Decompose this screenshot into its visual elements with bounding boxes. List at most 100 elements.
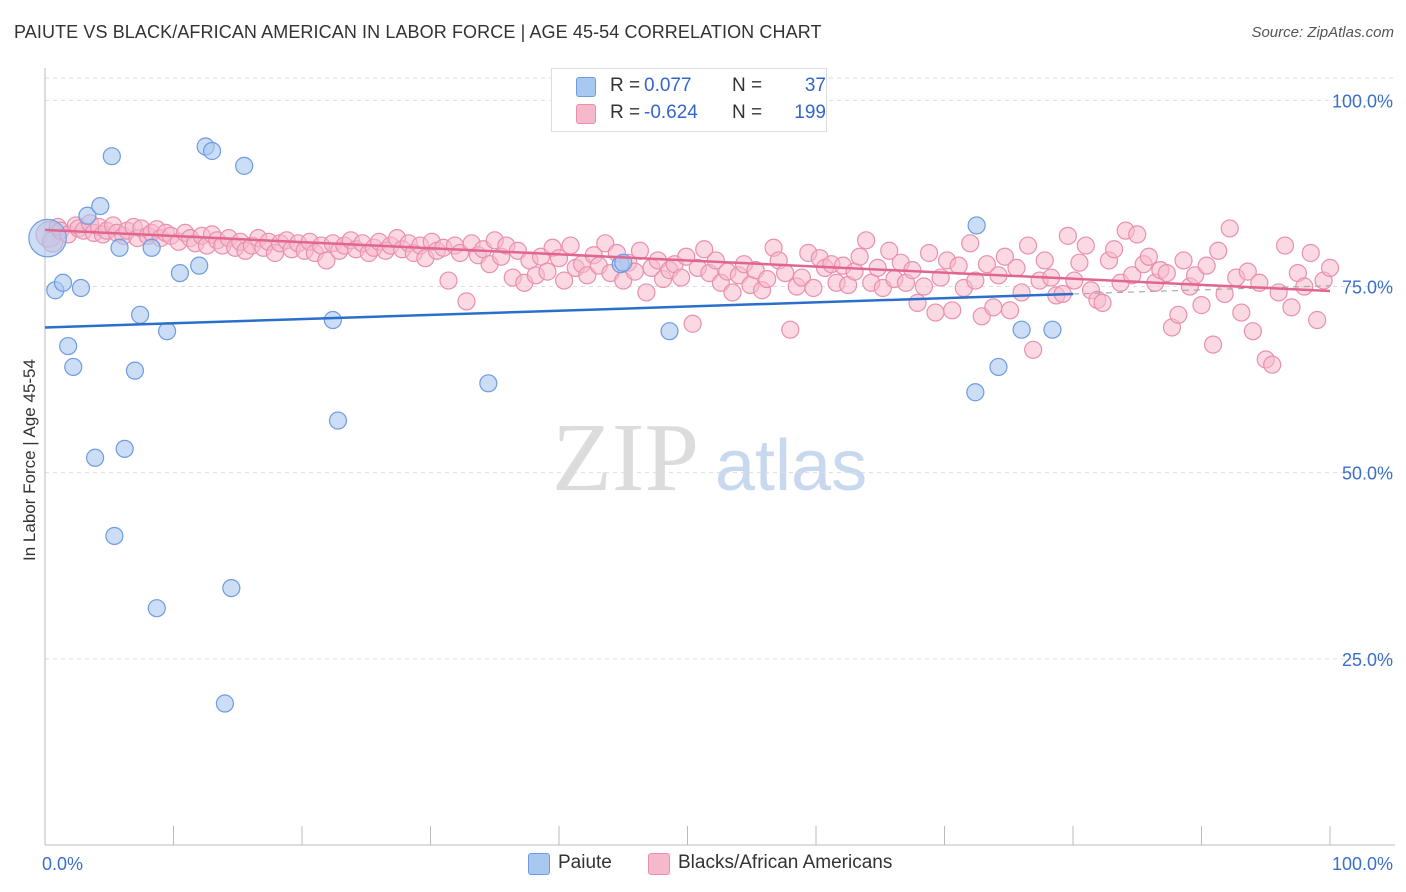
data-point: [439, 271, 458, 290]
data-point: [1220, 219, 1239, 238]
data-point: [792, 268, 811, 287]
data-point: [758, 269, 777, 289]
data-point: [995, 247, 1014, 266]
trend-line-paiute-extension: [1072, 285, 1331, 295]
data-point: [1301, 243, 1320, 263]
data-point: [949, 256, 968, 275]
data-point: [147, 599, 166, 618]
data-point: [115, 439, 134, 458]
bottom-swatch-paiute: [528, 853, 550, 875]
data-point: [926, 303, 945, 322]
trend-line-paiute: [44, 292, 1074, 329]
data-point: [190, 256, 209, 275]
data-point: [919, 243, 939, 263]
data-point: [1035, 251, 1054, 270]
data-point: [1070, 253, 1089, 272]
data-point: [880, 241, 899, 260]
data-point: [215, 694, 234, 713]
data-point: [578, 266, 597, 285]
data-point: [28, 218, 67, 258]
legend-r-value: -0.624: [644, 102, 698, 123]
chart-title: PAIUTE VS BLACK/AFRICAN AMERICAN IN LABO…: [14, 22, 822, 42]
data-point: [479, 374, 498, 393]
data-point: [723, 283, 742, 302]
series-paiute: [28, 91, 1062, 713]
data-point: [1197, 256, 1216, 275]
data-point: [86, 448, 105, 467]
legend-swatch-black: [576, 104, 596, 124]
data-point: [868, 258, 887, 277]
legend-swatch-paiute: [576, 77, 596, 97]
data-point: [1282, 298, 1301, 317]
bottom-legend-paiute-label: Paiute: [558, 852, 612, 873]
data-point: [1058, 226, 1077, 245]
data-point: [78, 206, 97, 225]
data-point: [53, 273, 73, 292]
data-point: [1024, 340, 1043, 359]
data-point: [1169, 305, 1188, 324]
data-point: [1263, 355, 1282, 374]
data-point: [64, 357, 83, 377]
trend-line-black: [44, 228, 1331, 293]
data-point: [1139, 247, 1158, 266]
data-point: [1105, 240, 1124, 259]
data-point: [130, 305, 150, 324]
data-point: [170, 264, 190, 283]
trend-lines: [44, 228, 1331, 329]
data-point: [1012, 283, 1031, 302]
data-point: [695, 240, 714, 259]
data-point: [1203, 335, 1223, 354]
legend-r-label: R =: [610, 75, 641, 96]
data-point: [1043, 320, 1062, 339]
data-point: [850, 247, 869, 266]
data-point: [1123, 266, 1142, 285]
data-point: [59, 336, 78, 356]
data-point: [1308, 310, 1327, 330]
data-point: [1157, 264, 1176, 283]
tick-labels: 25.0% 50.0% 75.0% 100.0% 0.0% 100.0%: [42, 91, 1393, 874]
y-tick-label: 75.0%: [1342, 278, 1393, 298]
x-tick-label: 0.0%: [42, 854, 83, 874]
data-point: [157, 322, 177, 341]
x-tick-label: 100.0%: [1332, 854, 1393, 874]
source-label: Source: ZipAtlas.com: [1251, 24, 1394, 41]
data-point: [317, 251, 336, 270]
data-point: [91, 196, 110, 216]
data-point: [804, 278, 823, 298]
y-tick-label: 50.0%: [1342, 464, 1393, 484]
data-point: [596, 234, 615, 253]
data-point: [222, 578, 241, 598]
data-point: [538, 262, 557, 281]
legend-n-value: 37: [804, 75, 826, 96]
data-point: [102, 147, 121, 166]
data-point: [142, 238, 161, 257]
data-point: [1093, 293, 1112, 312]
data-point: [457, 292, 476, 311]
data-point: [989, 357, 1008, 377]
legend-n-label: N =: [732, 75, 763, 96]
correlation-legend: R = 0.077 N = 37 R = -0.624 N = 199: [551, 68, 827, 132]
data-point: [671, 268, 691, 287]
data-point: [776, 264, 795, 283]
data-point: [914, 277, 934, 296]
data-point: [1076, 236, 1095, 255]
data-point: [967, 216, 986, 235]
data-point: [1275, 236, 1295, 255]
data-point: [961, 234, 980, 253]
data-point: [202, 141, 222, 161]
data-point: [1238, 262, 1257, 281]
data-point: [328, 411, 348, 430]
data-point: [1215, 284, 1234, 304]
watermark-atlas: atlas: [715, 426, 867, 506]
data-point: [110, 238, 129, 257]
data-point: [1232, 303, 1251, 322]
data-point: [105, 526, 124, 546]
data-point: [660, 322, 679, 341]
data-point: [1192, 296, 1211, 315]
data-point: [984, 298, 1003, 317]
legend-r-value: 0.077: [644, 75, 692, 96]
data-point: [966, 383, 985, 402]
legend-n-value: 199: [794, 102, 826, 123]
data-point: [1018, 236, 1038, 255]
